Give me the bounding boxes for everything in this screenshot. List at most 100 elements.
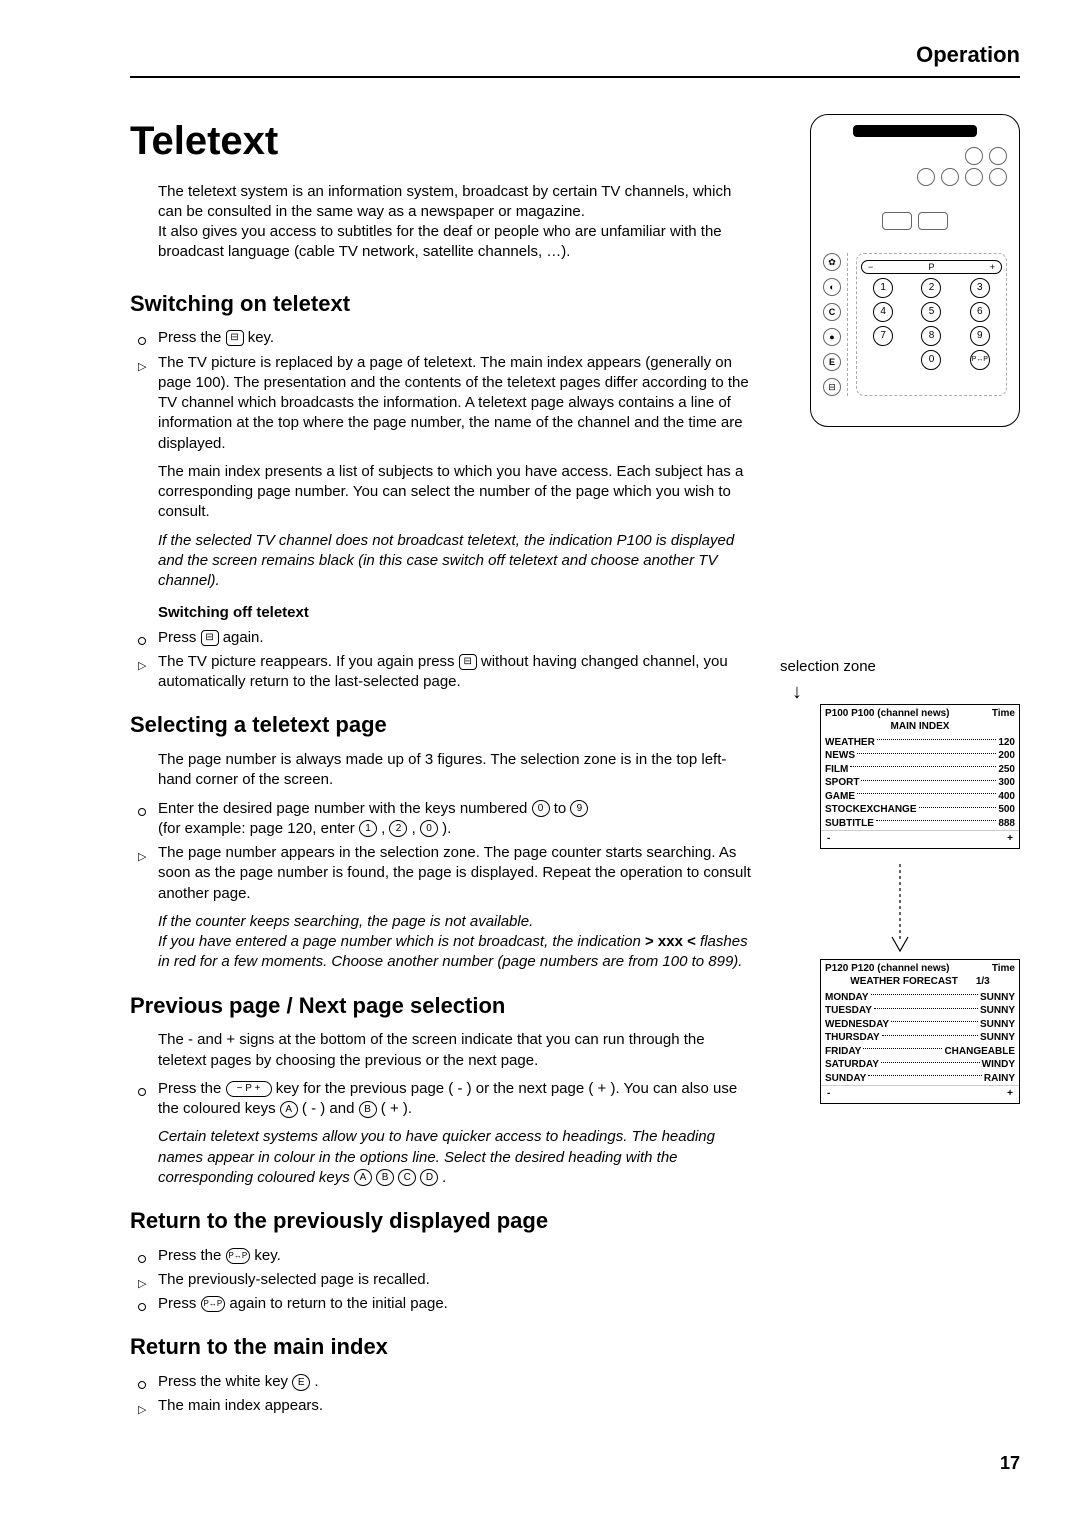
keypad-button: 1 <box>873 278 893 298</box>
text: again to return to the initial page. <box>229 1295 447 1312</box>
remote-icon: ● <box>823 328 841 346</box>
subheading-switch-off: Switching off teletext <box>158 603 752 623</box>
intro-block: The teletext system is an information sy… <box>130 182 752 263</box>
intro-p1: The teletext system is an information sy… <box>158 182 752 223</box>
bullet-triangle-icon <box>138 357 146 375</box>
text: key. <box>254 1247 280 1264</box>
tele-row: NEWS200 <box>821 749 1019 763</box>
tele-row: STOCKEXCHANGE500 <box>821 803 1019 817</box>
tele-title: MAIN INDEX <box>821 720 1019 736</box>
teletext-screen-weather: P120 P120 (channel news) Time WEATHER FO… <box>820 959 1020 1104</box>
text: key. <box>248 329 274 346</box>
bullet-circle-icon <box>138 803 146 821</box>
keypad-button: 0 <box>921 350 941 370</box>
paragraph: The - and + signs at the bottom of the s… <box>130 1030 752 1071</box>
remote-icon: ⊟ <box>823 378 841 396</box>
text: . <box>314 1373 318 1390</box>
number-key-icon: 2 <box>389 820 407 837</box>
text: , <box>412 820 420 837</box>
tele-footer-plus: + <box>1007 1087 1013 1101</box>
colour-key-c-icon: C <box>398 1169 416 1186</box>
list-item: Press the white key E . <box>130 1372 752 1392</box>
colour-key-b-icon: B <box>376 1169 394 1186</box>
list-item: Press the P↔P key. <box>130 1246 752 1266</box>
list-item: Press the − P + key for the previous pag… <box>130 1079 752 1120</box>
tele-row: SPORT300 <box>821 776 1019 790</box>
tele-row: FRIDAYCHANGEABLE <box>821 1045 1019 1059</box>
list-item: Enter the desired page number with the k… <box>130 799 752 840</box>
text: Press the <box>158 329 226 346</box>
text: Press <box>158 1295 201 1312</box>
teletext-key-icon: ⊟ <box>226 330 244 346</box>
remote-icon: ◐ <box>823 278 841 296</box>
remote-button <box>917 168 935 186</box>
remote-icon: E <box>823 353 841 371</box>
colour-key-a-icon: A <box>280 1101 298 1118</box>
tele-footer-plus: + <box>1007 832 1013 846</box>
bullet-triangle-icon <box>138 1400 146 1418</box>
text: ( + ). <box>381 1100 412 1117</box>
number-key-icon: 1 <box>359 820 377 837</box>
list-item: The page number appears in the selection… <box>130 843 752 904</box>
bullet-circle-icon <box>138 1298 146 1316</box>
text: Press the white key <box>158 1373 292 1390</box>
tele-row: SATURDAYWINDY <box>821 1058 1019 1072</box>
bullet-triangle-icon <box>138 656 146 674</box>
arrow-between-screens <box>780 849 1020 959</box>
list-item: Press P↔P again to return to the initial… <box>130 1294 752 1314</box>
white-key-e-icon: E <box>292 1374 310 1391</box>
tele-header-right: Time <box>992 962 1015 976</box>
list-item: Press ⊟ again. <box>130 628 752 648</box>
p-rocker-key-icon: −P+ <box>861 260 1002 274</box>
keypad-button: 5 <box>921 302 941 322</box>
number-key-icon: 9 <box>570 800 588 817</box>
remote-button <box>918 212 948 230</box>
note-italic: If you have entered a page number which … <box>158 932 752 973</box>
heading-switch-on: Switching on teletext <box>130 289 752 319</box>
p-rocker-key-icon: − P + <box>226 1081 272 1097</box>
bullet-circle-icon <box>138 1083 146 1101</box>
text: Press the <box>158 1080 226 1097</box>
number-key-icon: 0 <box>420 820 438 837</box>
keypad-button: 7 <box>873 326 893 346</box>
paragraph: The main index presents a list of subjec… <box>130 462 752 523</box>
text: Enter the desired page number with the k… <box>158 800 532 817</box>
keypad-button: 4 <box>873 302 893 322</box>
remote-button <box>965 147 983 165</box>
remote-button <box>941 168 959 186</box>
colour-key-b-icon: B <box>359 1101 377 1118</box>
tele-footer-minus: - <box>827 1087 830 1101</box>
text: to <box>554 800 571 817</box>
teletext-key-icon: ⊟ <box>201 630 219 646</box>
remote-icon: C <box>823 303 841 321</box>
text: (for example: page 120, enter <box>158 820 359 837</box>
teletext-key-icon: ⊟ <box>459 654 477 670</box>
heading-return-prev: Return to the previously displayed page <box>130 1206 752 1236</box>
keypad-button: 3 <box>970 278 990 298</box>
teletext-screen-main-index: P100 P100 (channel news) Time MAIN INDEX… <box>820 704 1020 849</box>
bullet-circle-icon <box>138 332 146 350</box>
side-column: ✿ ◐ C ● E ⊟ −P+ 1234567890P↔P selection … <box>780 114 1020 1421</box>
page-number: 17 <box>130 1451 1020 1475</box>
swap-key-icon: P↔P <box>201 1296 226 1312</box>
remote-button <box>989 147 1007 165</box>
tele-row: FILM250 <box>821 763 1019 777</box>
paragraph: The page number is always made up of 3 f… <box>130 750 752 791</box>
intro-p2: It also gives you access to subtitles fo… <box>158 222 752 263</box>
remote-keypad: −P+ 1234567890P↔P <box>856 253 1007 396</box>
bullet-triangle-icon <box>138 847 146 865</box>
tele-footer-minus: - <box>827 832 830 846</box>
keypad-button: 9 <box>970 326 990 346</box>
heading-prevnext: Previous page / Next page selection <box>130 991 752 1021</box>
list-item: The TV picture reappears. If you again p… <box>130 652 752 693</box>
remote-illustration: ✿ ◐ C ● E ⊟ −P+ 1234567890P↔P <box>810 114 1020 427</box>
note-italic: If the selected TV channel does not broa… <box>158 531 752 592</box>
tele-row: SUBTITLE888 <box>821 817 1019 831</box>
text: The previously-selected page is recalled… <box>158 1271 430 1288</box>
bullet-triangle-icon <box>138 1274 146 1292</box>
bullet-circle-icon <box>138 632 146 650</box>
tele-row: GAME400 <box>821 790 1019 804</box>
tele-row: SUNDAYRAINY <box>821 1072 1019 1086</box>
remote-button <box>965 168 983 186</box>
tele-title: WEATHER FORECAST <box>850 975 958 989</box>
